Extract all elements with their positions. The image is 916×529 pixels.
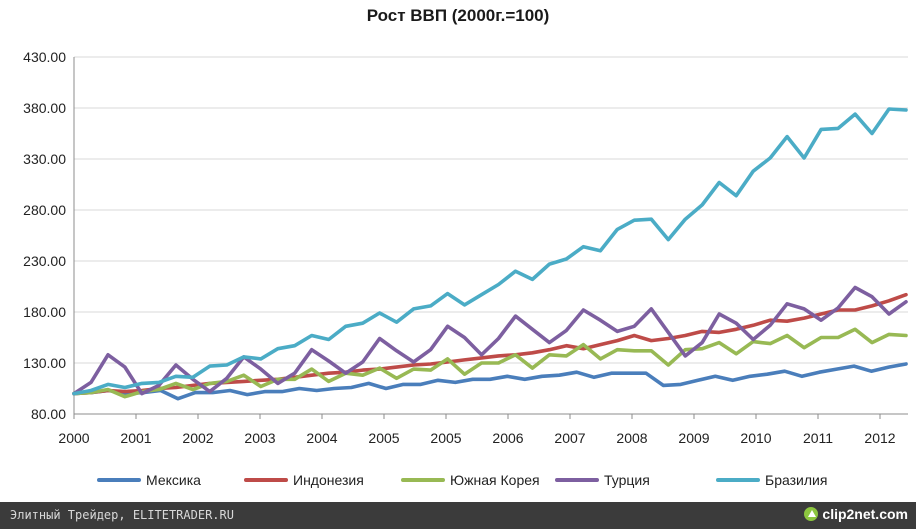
x-tick-label: 2002 (182, 430, 213, 446)
clip2net-brand[interactable]: clip2net.com (804, 506, 908, 522)
legend-label: Мексика (146, 472, 201, 488)
y-tick-label: 280.00 (23, 202, 66, 218)
y-tick-label: 230.00 (23, 253, 66, 269)
x-tick-label: 2000 (58, 430, 89, 446)
x-tick-labels: 2000 2001 2002 2003 2004 2005 2005 2006 2007 2008… (58, 430, 895, 446)
legend-label: Индонезия (293, 472, 364, 488)
x-tick-label: 2003 (244, 430, 275, 446)
series-line-4 (72, 285, 908, 396)
legend-label: Южная Корея (450, 472, 540, 488)
series-line-1 (72, 362, 908, 401)
y-tick-label: 80.00 (31, 406, 66, 422)
x-tick-label: 2007 (554, 430, 585, 446)
y-tick-label: 380.00 (23, 100, 66, 116)
upload-arrow-icon (804, 507, 819, 521)
y-tick-label: 430.00 (23, 49, 66, 65)
x-tick-label: 2004 (306, 430, 337, 446)
line-chart: 430.00 380.00 330.00 280.00 230.00 180.00 130.… (23, 49, 908, 488)
gridlines (74, 56, 908, 415)
x-tick-label: 2006 (492, 430, 523, 446)
legend: Мексика Индонезия Южная Корея Турция Бразили… (97, 472, 827, 488)
source-credit: Элитный Трейдер, ELITETRADER.RU (10, 508, 234, 522)
brand-label: clip2net.com (822, 506, 908, 522)
series-line-3 (72, 327, 908, 399)
axes (73, 57, 908, 419)
x-tick-label: 2009 (678, 430, 709, 446)
y-tick-label: 180.00 (23, 304, 66, 320)
x-tick-label: 2010 (740, 430, 771, 446)
chart-title: Рост ВВП (2000г.=100) (366, 6, 550, 25)
y-tick-labels: 430.00 380.00 330.00 280.00 230.00 180.00 130.… (23, 49, 66, 422)
x-tick-label: 2008 (616, 430, 647, 446)
footer-bar: Элитный Трейдер, ELITETRADER.RU clip2net… (0, 502, 916, 529)
legend-label: Бразилия (765, 472, 827, 488)
x-tick-label: 2005 (368, 430, 399, 446)
legend-label: Турция (604, 472, 650, 488)
y-tick-label: 130.00 (23, 355, 66, 371)
series-lines (72, 107, 908, 401)
series-line-5 (72, 107, 908, 396)
x-tick-label: 2005 (430, 430, 461, 446)
x-tick-label: 2012 (864, 430, 895, 446)
y-tick-label: 330.00 (23, 151, 66, 167)
x-tick-label: 2001 (120, 430, 151, 446)
x-tick-label: 2011 (803, 430, 833, 446)
